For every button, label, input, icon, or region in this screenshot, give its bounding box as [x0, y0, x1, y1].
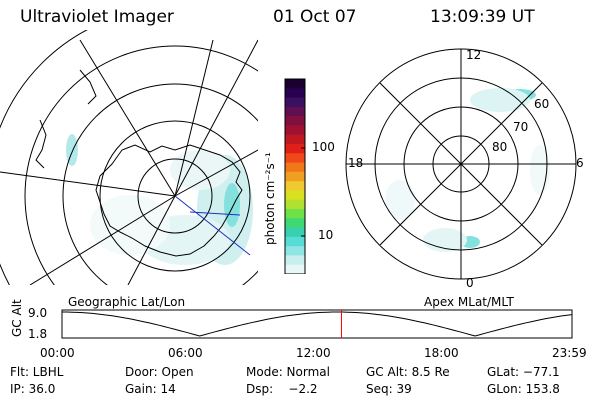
lat-label-70: 70 [513, 120, 529, 134]
continent-outline [95, 144, 243, 257]
gain-info: Gain: 14 [125, 382, 176, 396]
emission-region [66, 134, 253, 265]
colorbar-swatch [285, 236, 305, 247]
colorbar-tick-100: 100 [312, 140, 335, 154]
colorbar-swatch [285, 227, 305, 238]
colorbar-swatch [285, 106, 305, 117]
colorbar-swatch [285, 153, 305, 164]
colorbar-swatch [285, 116, 305, 126]
colorbar-swatch [285, 209, 305, 219]
colorbar-swatch [285, 144, 305, 154]
timeline-xtick-0: 00:00 [40, 346, 75, 360]
colorbar-swatch [285, 199, 305, 210]
filter-info: Flt: LBHL [10, 365, 64, 379]
ip-info: IP: 36.0 [10, 382, 56, 396]
colorbar-swatch [285, 190, 305, 201]
time-label: 13:09:39 UT [430, 7, 535, 27]
colorbar-swatch [285, 88, 305, 99]
altitude-curve [62, 311, 573, 337]
right-map-caption: Apex MLat/MLT [424, 295, 514, 309]
mlt-label-0: 0 [466, 276, 474, 290]
colorbar-swatch [285, 125, 305, 136]
colorbar-swatch [285, 218, 305, 229]
timeline-ytick-top: 9.0 [28, 306, 48, 320]
colorbar-swatch [285, 79, 305, 89]
seq-info: Seq: 39 [366, 382, 412, 396]
gc-alt-info: GC Alt: 8.5 Re [366, 365, 450, 379]
timeline-xtick-2: 12:00 [296, 346, 331, 360]
colorbar [284, 78, 306, 274]
colorbar-swatch [285, 162, 305, 173]
colorbar-tick-10: 10 [318, 228, 334, 242]
colorbar-swatch [285, 134, 305, 145]
timeline-xtick-3: 18:00 [424, 346, 459, 360]
door-info: Door: Open [125, 365, 194, 379]
colorbar-swatch [285, 264, 305, 274]
colorbar-swatch [285, 181, 305, 191]
left-map-caption: Geographic Lat/Lon [68, 295, 186, 309]
mode-info: Mode: Normal [246, 365, 330, 379]
timeline-ylabel: GC Alt [10, 299, 24, 337]
colorbar-swatch [285, 255, 305, 266]
altitude-timeline [61, 309, 573, 339]
timeline-ytick-bottom: 1.8 [28, 327, 48, 341]
timeline-xtick-4: 23:59 [552, 346, 587, 360]
mlt-label-12: 12 [466, 48, 482, 62]
colorbar-swatch [285, 97, 305, 108]
mlt-label-18: 18 [348, 156, 364, 170]
colorbar-frame [284, 78, 306, 274]
dsp-info: Dsp: −2.2 [246, 382, 318, 396]
glon-info: GLon: 153.8 [487, 382, 560, 396]
lat-label-60: 60 [534, 97, 550, 111]
instrument-title: Ultraviolet Imager [20, 7, 174, 27]
colorbar-swatch [285, 171, 305, 182]
date-label: 01 Oct 07 [273, 7, 357, 27]
timeline-frame [61, 309, 573, 339]
lat-label-80: 80 [492, 140, 508, 154]
timeline-xtick-1: 06:00 [168, 346, 203, 360]
colorbar-swatch [285, 246, 305, 256]
glat-info: GLat: −77.1 [487, 365, 560, 379]
mlt-label-6: 6 [576, 156, 584, 170]
latitude-grid [0, 30, 258, 285]
longitude-grid [0, 39, 258, 285]
